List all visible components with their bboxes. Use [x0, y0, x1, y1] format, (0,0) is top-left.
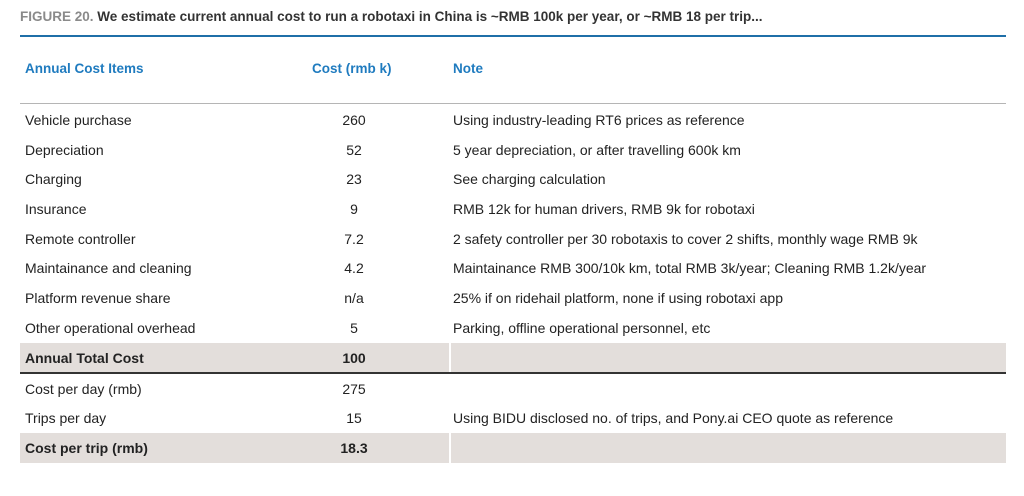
- figure-title: FIGURE 20. We estimate current annual co…: [20, 9, 762, 24]
- table-row: Vehicle purchase 260 Using industry-lead…: [20, 105, 1006, 135]
- cell-item: Insurance: [25, 201, 87, 218]
- total-value: 100: [342, 349, 366, 366]
- header-note: Note: [453, 61, 483, 76]
- table-row: Other operational overhead 5 Parking, of…: [20, 313, 1006, 343]
- cell-cost: n/a: [344, 290, 364, 307]
- cell-note: See charging calculation: [453, 171, 606, 188]
- cell-note: Parking, offline operational personnel, …: [453, 319, 711, 336]
- per-trip-total-label: Cost per trip (rmb): [25, 440, 148, 457]
- section-divider: [20, 372, 1006, 374]
- table-header: Annual Cost Items Cost (rmb k) Note: [20, 55, 1006, 83]
- cell-note: Maintainance RMB 300/10k km, total RMB 3…: [453, 260, 927, 277]
- table-row: Depreciation 52 5 year depreciation, or …: [20, 135, 1006, 165]
- cell-item: Platform revenue share: [25, 290, 171, 307]
- cell-cost: 4.2: [344, 260, 364, 277]
- cell-cost: 23: [346, 171, 362, 188]
- cell-note: Using industry-leading RT6 prices as ref…: [453, 112, 745, 128]
- table-row: Platform revenue share n/a 25% if on rid…: [20, 283, 1006, 313]
- cell-cost: 7.2: [344, 230, 364, 247]
- total-row: Annual Total Cost 100: [20, 342, 1006, 373]
- cell-note: 2 safety controller per 30 robotaxis to …: [453, 230, 918, 247]
- table-row: Insurance 9 RMB 12k for human drivers, R…: [20, 194, 1006, 224]
- cell-item: Remote controller: [25, 230, 136, 247]
- total-column-gap: [449, 342, 451, 373]
- cell-cost: 260: [342, 112, 366, 128]
- cell-note: Using BIDU disclosed no. of trips, and P…: [453, 410, 894, 427]
- table-row: Cost per day (rmb) 275: [20, 374, 1006, 404]
- table-row: Maintainance and cleaning 4.2 Maintainan…: [20, 253, 1006, 283]
- cell-cost: 15: [346, 410, 362, 427]
- table-row: Charging 23 See charging calculation: [20, 164, 1006, 194]
- cell-item: Trips per day: [25, 410, 107, 427]
- cell-cost: 9: [350, 201, 358, 218]
- per-trip-total-row: Cost per trip (rmb) 18.3: [20, 433, 1006, 463]
- cell-item: Other operational overhead: [25, 319, 196, 336]
- cell-item: Charging: [25, 171, 82, 188]
- header-rule: [20, 103, 1006, 104]
- cell-note: 25% if on ridehail platform, none if usi…: [453, 290, 783, 307]
- cell-cost: 275: [342, 380, 366, 397]
- table-row: Remote controller 7.2 2 safety controlle…: [20, 224, 1006, 254]
- table-row: Trips per day 15 Using BIDU disclosed no…: [20, 403, 1006, 433]
- cell-cost: 5: [350, 319, 358, 336]
- cell-item: Vehicle purchase: [25, 112, 132, 128]
- top-rule: [20, 35, 1006, 37]
- cell-item: Cost per day (rmb): [25, 380, 142, 397]
- header-cost: Cost (rmb k): [312, 61, 392, 76]
- total-label: Annual Total Cost: [25, 349, 144, 366]
- cell-item: Maintainance and cleaning: [25, 260, 192, 277]
- header-item: Annual Cost Items: [25, 61, 144, 76]
- cell-note: 5 year depreciation, or after travelling…: [453, 141, 741, 158]
- figure-label: FIGURE 20.: [20, 9, 94, 24]
- cell-note: RMB 12k for human drivers, RMB 9k for ro…: [453, 201, 755, 218]
- cost-table: Vehicle purchase 260 Using industry-lead…: [20, 104, 1006, 463]
- figure-title-text: We estimate current annual cost to run a…: [97, 9, 763, 24]
- per-trip-column-gap: [449, 433, 451, 463]
- cell-item: Depreciation: [25, 141, 104, 158]
- per-trip-total-value: 18.3: [340, 440, 368, 457]
- cell-cost: 52: [346, 141, 362, 158]
